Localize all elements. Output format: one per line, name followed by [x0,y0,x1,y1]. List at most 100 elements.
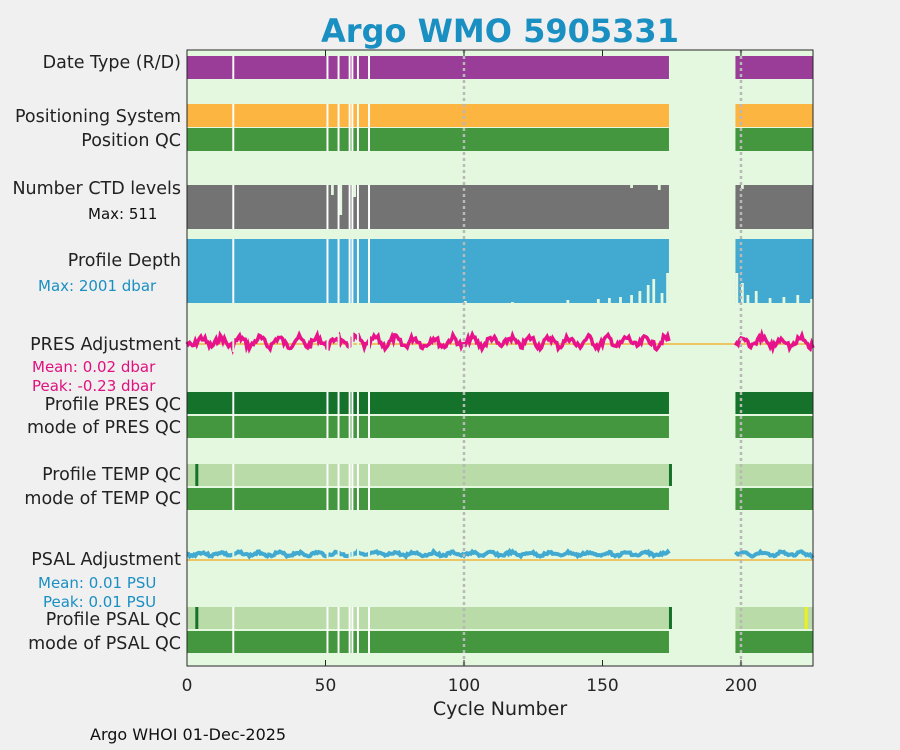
missing-cycle-gap [326,464,329,510]
profile-temp-qc-band-segment-1 [187,464,669,486]
missing-cycle-gap [356,464,359,510]
pres-mean-label: Mean: 0.02 dbar [32,358,156,376]
depth-shallow-profile [630,295,633,303]
psal-trace-gap [337,549,340,559]
temp-qc-marker [668,464,672,486]
depth-shallow-profile [638,291,642,303]
ctd-reduced-levels [339,185,343,215]
pres-adjustment-trace-2 [733,328,815,355]
missing-cycle-gap [326,607,329,653]
missing-cycle-gap [368,239,370,303]
positioning-band-segment-1 [187,104,669,127]
mode-temp-qc-band-segment-1 [187,488,669,510]
x-tick-label: 150 [586,676,618,696]
depth-shallow-profile [768,298,772,303]
label-profile-depth: Profile Depth [67,251,181,271]
missing-cycle-gap [351,392,354,438]
missing-cycle-gap [232,464,235,510]
pres-trace-gap [337,334,340,352]
pres-peak-label: Peak: -0.23 dbar [32,377,156,395]
missing-cycle-gap [348,185,351,229]
label-mode-pres-qc: mode of PRES QC [26,418,181,438]
missing-cycle-gap [232,392,235,438]
depth-shallow-profile [646,285,650,303]
depth-shallow-profile [810,299,813,303]
missing-cycle-gap [368,56,370,79]
missing-cycle-gap [337,464,340,510]
profile-depth-band-segment-1 [187,239,669,303]
pres-trace-gap [232,334,235,352]
depth-shallow-profile [652,279,656,303]
missing-cycle-gap [356,607,359,653]
ctd-reduced-levels [353,185,356,197]
label-mode-psal-qc: mode of PSAL QC [28,634,181,654]
date-type-band-segment-2 [735,56,813,79]
psal-adjustment-trace-1 [186,547,671,560]
pres-trace-gap [351,334,354,352]
depth-shallow-profile [735,273,739,303]
depth-shallow-profile [796,295,800,303]
position-qc-band-segment-1 [187,128,669,151]
profile-psal-qc-band-segment-2 [735,607,813,629]
psal-trace-gap [356,549,359,559]
depth-shallow-profile [746,295,750,303]
missing-cycle-gap [337,239,340,303]
missing-cycle-gap [356,56,359,79]
ctd-reduced-levels [331,185,334,195]
mode-pres-qc-band-segment-2 [735,416,813,438]
depth-shallow-profile [666,273,669,303]
missing-cycle-gap [368,607,370,653]
missing-cycle-gap [351,239,354,303]
positioning-band-segment-2 [735,104,813,127]
label-profile-pres-qc: Profile PRES QC [44,395,181,415]
missing-cycle-gap [356,392,359,438]
missing-cycle-gap [326,239,329,303]
missing-cycle-gap [351,56,354,79]
depth-shallow-profile [596,299,600,303]
psal-adjustment-trace-2 [734,548,815,560]
psal-trace-gap [351,549,354,559]
missing-cycle-gap [368,392,370,438]
label-positioning-system: Positioning System [14,107,181,127]
missing-cycle-gap [348,56,351,79]
x-tick-label: 100 [448,676,480,696]
temp-qc-marker [195,464,199,486]
x-tick-label: 200 [725,676,757,696]
plot-frame [186,49,814,667]
missing-cycle-gap [368,185,370,229]
mode-pres-qc-band-segment-1 [187,416,669,438]
depth-shallow-profile [660,293,664,303]
mode-temp-qc-band-segment-2 [735,488,813,510]
missing-cycle-gap [337,607,340,653]
mode-psal-qc-band-segment-2 [735,631,813,653]
ctd-levels-band-segment-1 [187,185,669,229]
ctd-reduced-levels [630,185,633,188]
missing-cycle-gap [232,185,235,229]
label-profile-temp-qc: Profile TEMP QC [42,465,181,485]
depth-shallow-profile [566,300,570,303]
psal-trace-gap [232,549,235,559]
missing-cycle-gap [351,607,354,653]
x-tick-label: 0 [182,676,193,696]
missing-cycle-gap [337,56,340,79]
profile-depth-band-segment-2 [735,239,813,303]
depth-shallow-profile [463,301,467,303]
mode-psal-qc-band-segment-1 [187,631,669,653]
depth-shallow-profile [511,302,514,303]
missing-cycle-gap [351,464,354,510]
missing-cycle-gap [232,607,235,653]
label-psal-adjustment: PSAL Adjustment [31,550,181,570]
missing-cycle-gap [356,239,359,303]
missing-cycle-gap [368,104,370,151]
missing-cycle-gap [232,239,235,303]
psal-trace-gap [368,549,370,559]
depth-shallow-profile [619,297,622,303]
psal-peak-label: Peak: 0.01 PSU [43,593,157,611]
pres-trace-gap [326,334,329,352]
missing-cycle-gap [348,607,351,653]
ctd-max-label: Max: 511 [88,205,158,223]
depth-shallow-profile [608,298,611,303]
missing-cycle-gap [356,185,359,229]
ctd-reduced-levels [740,185,744,189]
